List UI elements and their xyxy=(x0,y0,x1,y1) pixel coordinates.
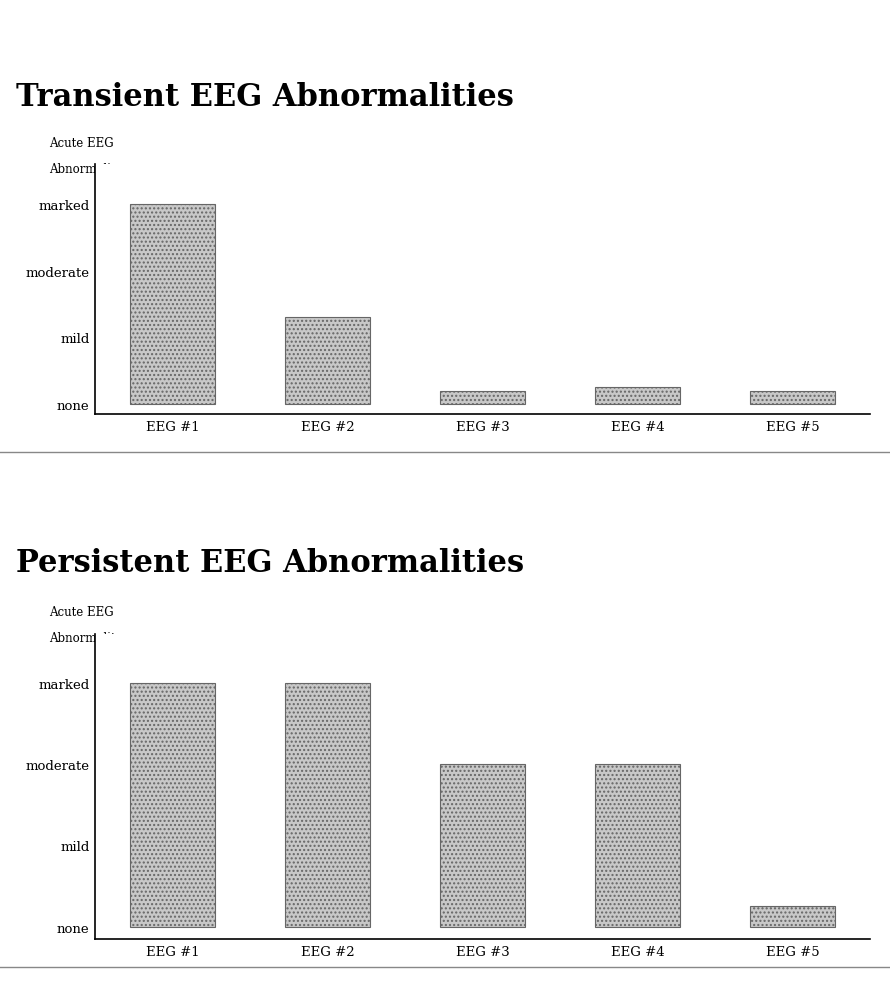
Bar xyxy=(130,204,215,405)
Text: Acute EEG: Acute EEG xyxy=(49,137,113,150)
Text: Abnormality: Abnormality xyxy=(49,163,122,176)
Bar xyxy=(285,683,370,927)
Text: Persistent EEG Abnormalities: Persistent EEG Abnormalities xyxy=(16,547,524,578)
Text: FIGURE 8: FIGURE 8 xyxy=(9,499,88,514)
Bar xyxy=(285,318,370,405)
Bar xyxy=(595,388,680,405)
Bar xyxy=(130,683,215,927)
Text: Acute EEG: Acute EEG xyxy=(49,605,113,618)
Bar xyxy=(750,391,835,405)
Bar xyxy=(750,907,835,927)
Bar xyxy=(440,765,525,927)
Text: Transient EEG Abnormalities: Transient EEG Abnormalities xyxy=(16,81,514,112)
Bar xyxy=(440,391,525,405)
Bar xyxy=(595,765,680,927)
Text: Abnormality: Abnormality xyxy=(49,632,122,644)
Text: FIGURE 7: FIGURE 7 xyxy=(9,34,88,49)
